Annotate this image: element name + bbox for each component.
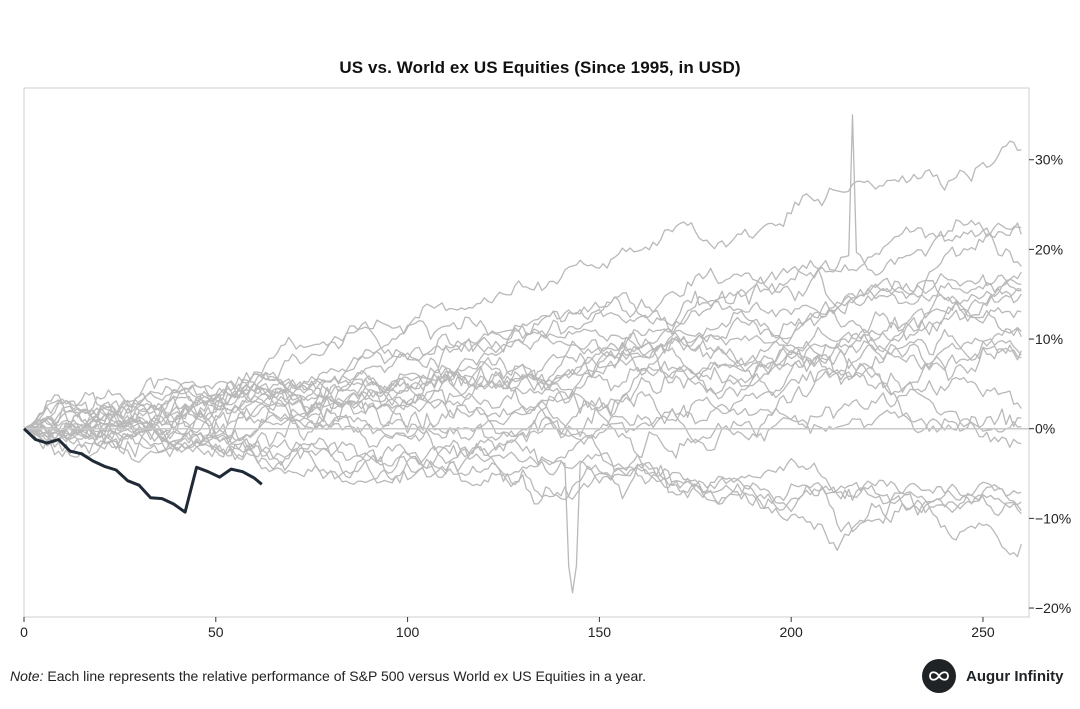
background-series-line: [23, 300, 1022, 438]
y-axis: 30% 20% 10% 0% −10% −20%: [1029, 152, 1071, 616]
highlight-series-line: [22, 427, 263, 514]
background-series-line: [23, 399, 1022, 516]
y-tick-label: 0%: [1035, 421, 1055, 437]
background-series-line: [23, 423, 1022, 551]
background-series-line: [23, 400, 1022, 453]
y-tick-label: 10%: [1035, 331, 1063, 347]
background-series-line: [23, 309, 1022, 433]
background-series-line: [23, 114, 1022, 449]
chart-title: US vs. World ex US Equities (Since 1995,…: [339, 58, 741, 77]
y-tick-label: 30%: [1035, 152, 1063, 168]
y-tick-label: −10%: [1035, 510, 1071, 526]
background-series-line: [23, 277, 1022, 440]
background-series-line: [23, 423, 1022, 594]
highlight-series-group: [22, 427, 263, 514]
background-series-line: [23, 226, 1022, 440]
chart-footnote: Note: Each line represents the relative …: [10, 668, 646, 684]
y-tick-label: 20%: [1035, 241, 1063, 257]
brand-name: Augur Infinity: [966, 667, 1064, 685]
infinity-icon: [929, 671, 949, 681]
background-series-line: [23, 388, 1022, 459]
brand-logo: [922, 659, 956, 693]
x-tick-label: 0: [20, 624, 28, 640]
x-tick-label: 50: [208, 624, 224, 640]
note-label: Note:: [10, 668, 44, 684]
y-tick-label: −20%: [1035, 600, 1071, 616]
note-text: Each line represents the relative perfor…: [43, 668, 647, 684]
background-series-line: [23, 140, 1022, 435]
brand: Augur Infinity: [922, 659, 1064, 693]
plot-frame: [23, 87, 1030, 618]
background-series-line: [23, 327, 1022, 431]
x-tick-label: 250: [971, 624, 995, 640]
x-tick-label: 150: [588, 624, 612, 640]
background-series-line: [23, 271, 1022, 435]
background-series-line: [23, 345, 1022, 450]
background-series-line: [23, 288, 1022, 430]
background-series-line: [23, 287, 1022, 434]
background-series-line: [23, 340, 1022, 443]
background-series-line: [23, 413, 1022, 558]
x-tick-label: 200: [779, 624, 803, 640]
x-axis: 0 50 100 150 200 250: [20, 617, 995, 640]
background-series-line: [23, 362, 1022, 458]
background-series-line: [23, 332, 1022, 443]
background-series-group: [23, 114, 1022, 594]
x-tick-label: 100: [396, 624, 420, 640]
